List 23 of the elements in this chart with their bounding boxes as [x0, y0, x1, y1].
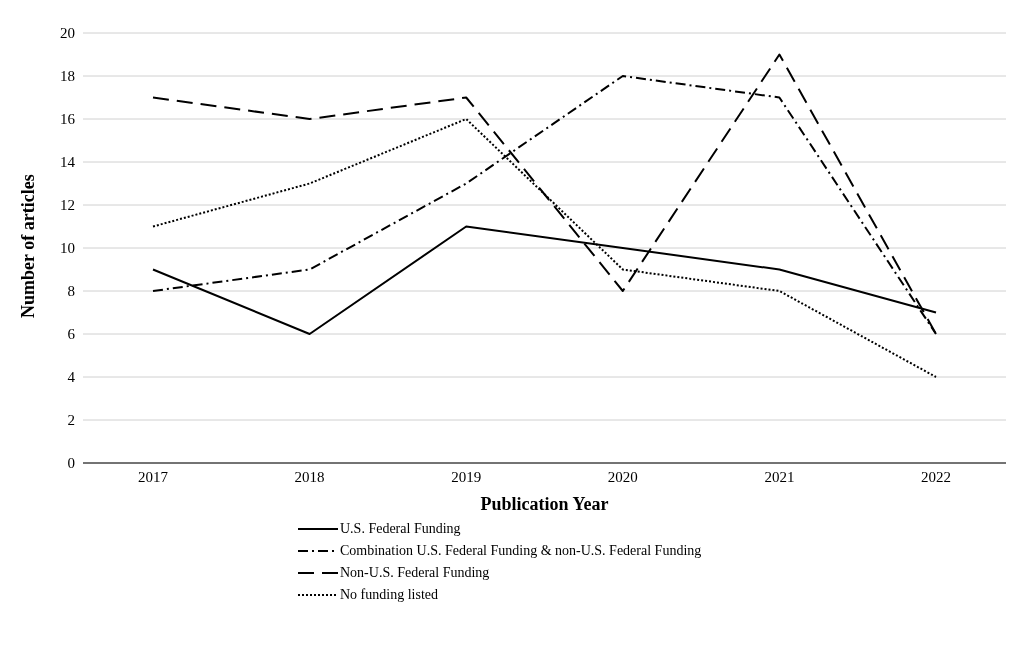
- y-tick-label: 2: [67, 412, 75, 429]
- y-tick-label: 18: [60, 68, 75, 85]
- x-axis-title: Publication Year: [480, 494, 609, 514]
- y-tick-label: 14: [60, 154, 76, 171]
- x-tick-label: 2018: [294, 468, 325, 485]
- y-axis-title: Number of articles: [18, 174, 39, 318]
- x-tick-label: 2020: [607, 468, 638, 485]
- y-tick-label: 10: [60, 240, 75, 257]
- y-tick-label: 4: [67, 369, 76, 386]
- legend-label: Non-U.S. Federal Funding: [340, 565, 490, 581]
- legend-label: Combination U.S. Federal Funding & non-U.S. Federal Funding: [340, 543, 702, 559]
- x-tick-label: 2022: [921, 468, 951, 485]
- legend-label: No funding listed: [340, 587, 438, 603]
- y-tick-label: 8: [67, 283, 75, 300]
- x-tick-label: 2021: [764, 468, 795, 485]
- y-tick-label: 0: [67, 455, 75, 472]
- x-tick-label: 2017: [138, 468, 169, 485]
- y-tick-label: 6: [67, 326, 76, 343]
- y-tick-label: 16: [60, 111, 76, 128]
- y-tick-label: 12: [60, 197, 75, 214]
- legend-label: U.S. Federal Funding: [340, 521, 461, 537]
- x-tick-label: 2019: [451, 468, 482, 485]
- y-tick-label: 20: [60, 25, 75, 42]
